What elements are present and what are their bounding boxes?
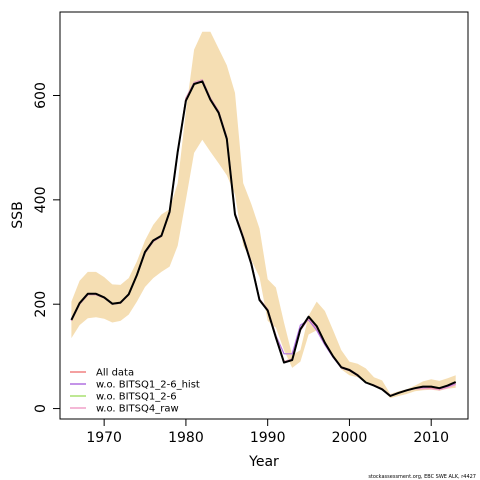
x-axis-label: Year	[248, 454, 279, 470]
x-tick-label-2010: 2010	[413, 430, 449, 446]
x-tick-label-1990: 1990	[250, 430, 286, 446]
x-tick-label-1980: 1980	[168, 430, 204, 446]
credit-text: stockassessment.org, EBC SWE ALK, r4427	[368, 474, 476, 480]
y-tick-label-400: 400	[33, 186, 49, 213]
y-axis-label: SSB	[10, 201, 26, 228]
y-tick-label-0: 0	[33, 404, 49, 413]
legend-label-4: w.o. BITSQ4_raw	[96, 404, 179, 415]
plot-frame	[59, 11, 469, 420]
y-tick-label-200: 200	[33, 291, 49, 318]
legend-label-1: All data	[96, 368, 134, 379]
x-tick-label-1970: 1970	[86, 430, 122, 446]
y-tick-label-600: 600	[33, 82, 49, 109]
legend-label-3: w.o. BITSQ1_2-6	[96, 392, 177, 403]
series-line-estimate	[70, 80, 457, 397]
x-tick-label-2000: 2000	[332, 430, 368, 446]
legend-label-2: w.o. BITSQ1_2-6_hist	[96, 380, 200, 391]
